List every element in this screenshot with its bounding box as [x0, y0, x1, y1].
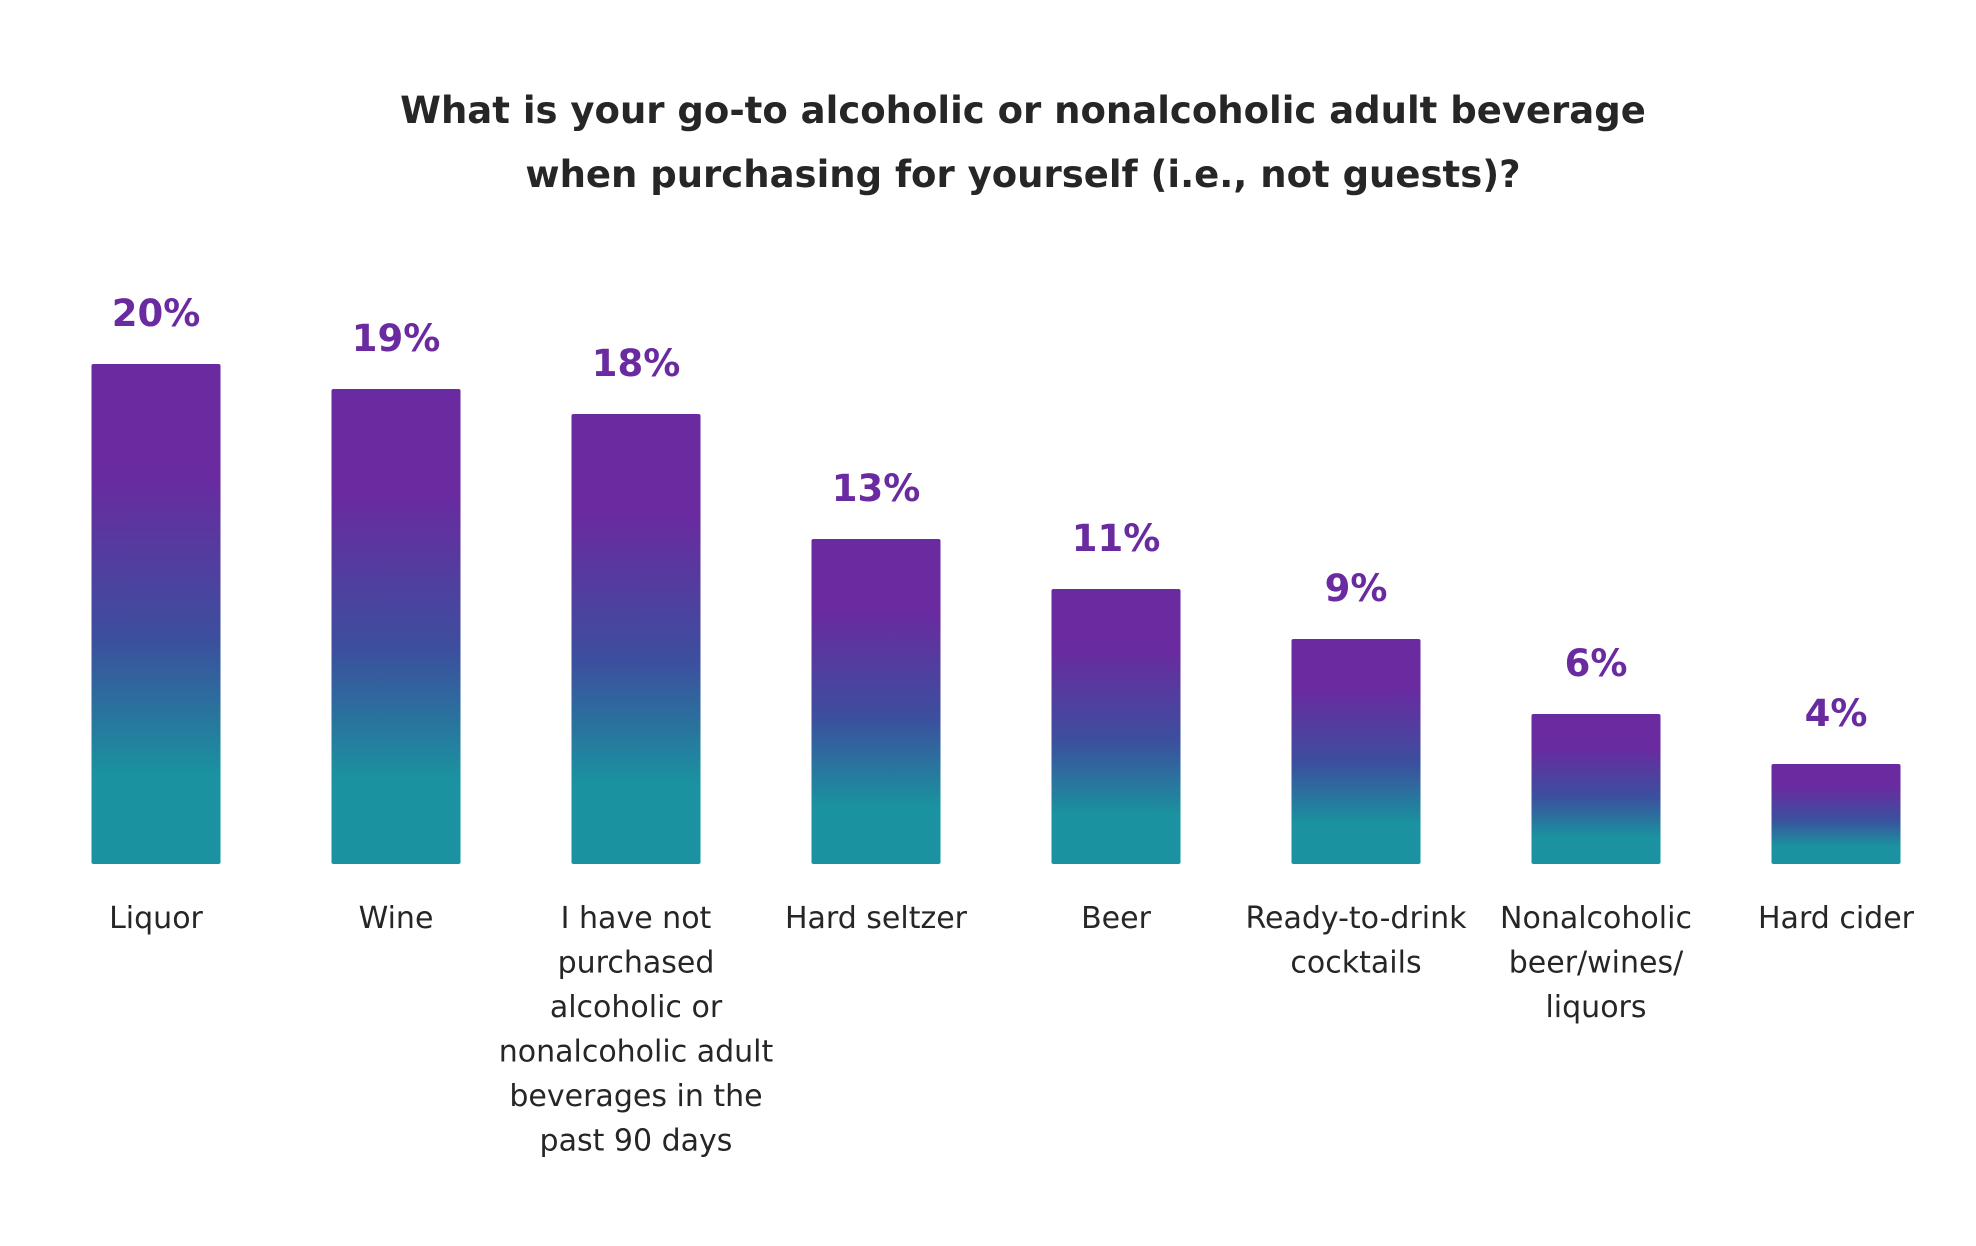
bar — [571, 414, 701, 864]
category-label: Hard cider — [1758, 901, 1915, 936]
category-label: I have not purchased alcoholic or nonalcoho… — [499, 901, 774, 1159]
category-label-line: alcoholic or — [550, 990, 723, 1025]
chart-title-line: What is your go-to alcoholic or nonalcoh… — [400, 89, 1646, 132]
category-label-line: nonalcoholic adult — [499, 1035, 774, 1070]
category-label: Beer — [1081, 901, 1151, 936]
value-label: 20% — [112, 292, 201, 335]
value-label: 9% — [1325, 567, 1388, 610]
bar — [331, 389, 461, 864]
category-label: Nonalcoholic beer/wines/liquors — [1500, 901, 1692, 1025]
value-label: 6% — [1565, 642, 1628, 685]
category-label-line: Nonalcoholic — [1500, 901, 1692, 936]
category-label-line: Hard cider — [1758, 901, 1915, 936]
value-label: 13% — [832, 467, 921, 510]
value-label: 19% — [352, 317, 441, 360]
chart-title-line: when purchasing for yourself (i.e., not … — [525, 153, 1520, 196]
chart-title: What is your go-to alcoholic or nonalcoh… — [400, 89, 1646, 196]
value-label: 4% — [1805, 692, 1868, 735]
category-label-line: cocktails — [1290, 946, 1421, 981]
bar — [1051, 589, 1181, 864]
bar — [1771, 764, 1901, 864]
category-label: Liquor — [109, 901, 203, 936]
category-label-line: beer/wines/ — [1509, 946, 1684, 981]
category-label-line: liquors — [1545, 990, 1646, 1025]
category-label-line: Wine — [359, 901, 434, 936]
bar — [1291, 639, 1421, 864]
value-labels: 20% 19% 18% 13% 11% 9% 6% 4% — [112, 292, 1868, 735]
category-label: Hard seltzer — [785, 901, 968, 936]
category-label-line: Liquor — [109, 901, 203, 936]
category-label-line: I have not — [561, 901, 712, 936]
value-label: 18% — [592, 342, 681, 385]
category-label: Wine — [359, 901, 434, 936]
category-label-line: Ready-to-drink — [1245, 901, 1467, 936]
category-label-line: Beer — [1081, 901, 1151, 936]
category-label-line: past 90 days — [540, 1124, 733, 1159]
bar — [91, 364, 221, 864]
category-label-line: purchased — [558, 946, 715, 981]
category-label: Ready-to-drink cocktails — [1245, 901, 1467, 981]
category-label-line: beverages in the — [509, 1079, 762, 1114]
category-labels: Liquor Wine I have not purchased alcoholic o… — [109, 901, 1915, 1159]
bar — [1531, 714, 1661, 864]
bars — [91, 364, 1901, 864]
category-label-line: Hard seltzer — [785, 901, 968, 936]
value-label: 11% — [1072, 517, 1161, 560]
bar — [811, 539, 941, 864]
